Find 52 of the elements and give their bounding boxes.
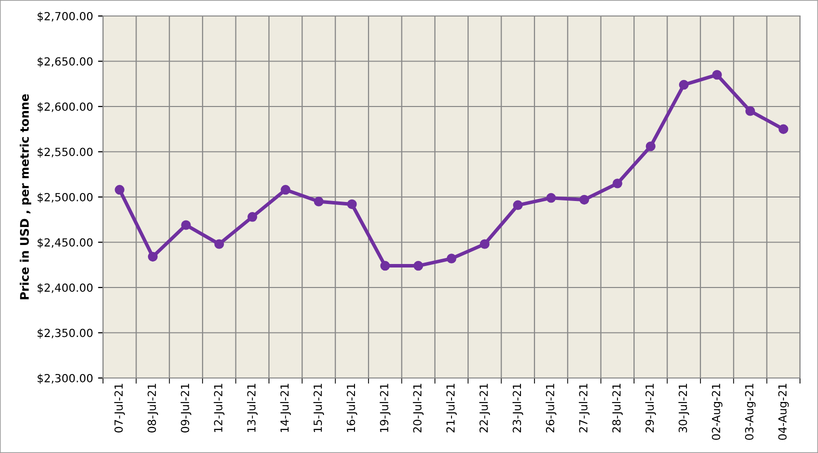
point	[181, 220, 191, 230]
y-tick-label: $2,450.00	[38, 238, 93, 248]
x-tick-label: 13-Jul-21	[246, 384, 258, 432]
x-tick-label: 02-Aug-21	[712, 384, 722, 440]
point	[314, 196, 324, 206]
point	[579, 194, 590, 205]
point	[646, 141, 656, 152]
y-tick-label: $2,350.00	[38, 328, 93, 339]
y-tick-label: $2,500.00	[38, 192, 93, 203]
x-tick-label: 19-Jul-21	[380, 384, 390, 432]
x-tick-label: 21-Jul-21	[446, 384, 457, 432]
point	[678, 80, 689, 90]
x-tick-label: 03-Aug-21	[745, 384, 756, 440]
x-tick-label: 26-Jul-21	[546, 384, 556, 432]
y-tick-label: $2,600.00	[38, 102, 93, 112]
y-tick-label: $2,700.00	[38, 12, 93, 22]
x-tick-label: 29-Jul-21	[645, 384, 656, 432]
x-tick-label: 28-Jul-21	[612, 384, 623, 432]
point	[446, 254, 456, 264]
point	[148, 252, 158, 262]
x-tick-label: 16-Jul-21	[346, 384, 358, 432]
x-tick-label: 07-Jul-21	[114, 384, 125, 432]
point	[114, 184, 124, 195]
y-tick-label: $2,650.00	[38, 57, 93, 68]
point	[280, 184, 290, 195]
x-tick-label: 12-Jul-21	[214, 384, 224, 432]
x-tick-label: 08-Jul-21	[147, 384, 158, 432]
point	[480, 239, 490, 249]
x-tick-label: 04-Aug-21	[778, 384, 789, 440]
x-tick-label: 14-Jul-21	[280, 384, 291, 432]
y-tick-label: $2,550.00	[38, 148, 93, 158]
x-tick-label: 22-Jul-21	[479, 384, 490, 432]
point	[513, 200, 523, 210]
point	[546, 193, 556, 203]
point	[380, 260, 390, 271]
x-tick-label: 23-Jul-21	[512, 384, 524, 432]
point	[214, 239, 224, 249]
y-axis-title: Price in USD , per metric tonne	[20, 94, 32, 300]
y-tick-label: $2,300.00	[38, 374, 93, 384]
point	[247, 212, 258, 222]
x-tick-label: 09-Jul-21	[180, 384, 192, 432]
point	[712, 70, 722, 80]
x-tick-label: 27-Jul-21	[578, 384, 590, 432]
x-tick-label: 30-Jul-21	[678, 384, 690, 432]
point	[413, 260, 424, 271]
x-tick-label: 20-Jul-21	[412, 384, 424, 432]
y-tick-label: $2,400.00	[38, 283, 93, 294]
point	[347, 199, 357, 210]
x-tick-label: 15-Jul-21	[313, 384, 324, 432]
point	[612, 178, 622, 188]
point	[778, 124, 788, 134]
point	[745, 106, 756, 116]
